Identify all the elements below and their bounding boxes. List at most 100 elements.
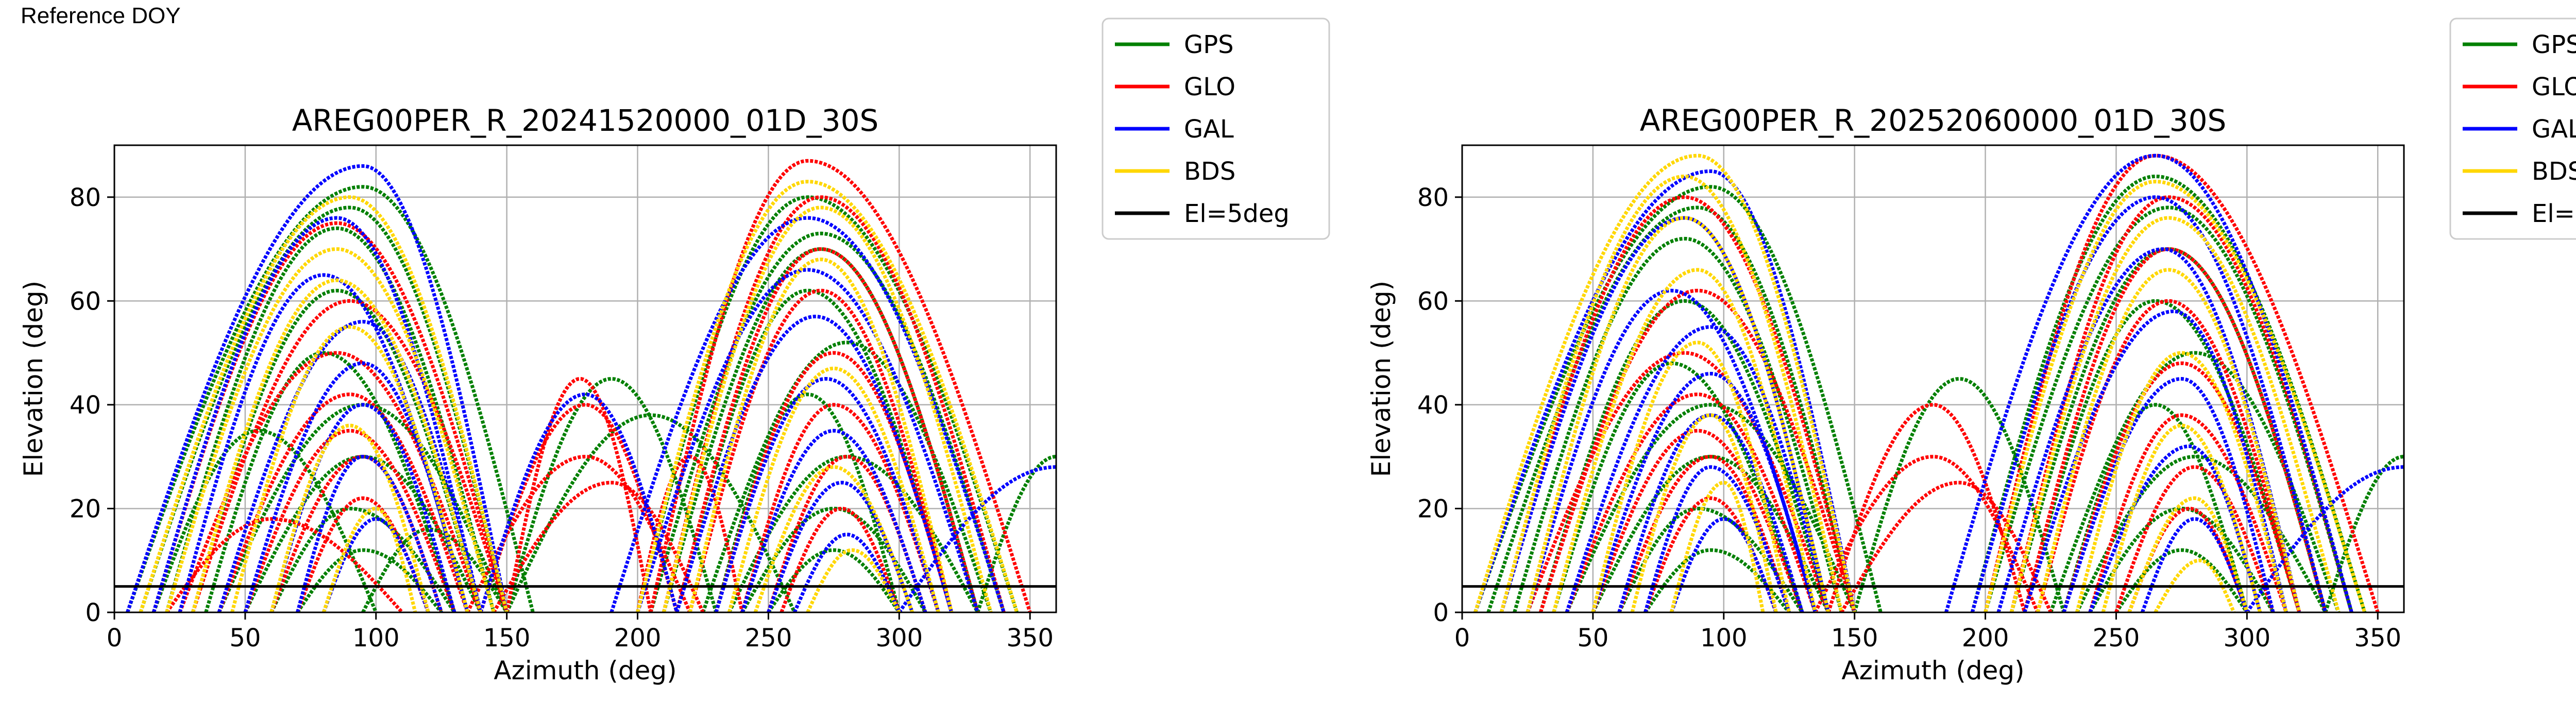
legend-label: BDS: [1184, 157, 1235, 186]
satellite-track: [139, 195, 509, 612]
x-tick-label: 300: [2224, 624, 2271, 653]
y-tick-label: 0: [85, 598, 101, 627]
reference-doy-label: Reference DOY: [21, 3, 181, 28]
satellite-track: [2036, 268, 2301, 612]
satellite-track: [126, 164, 509, 612]
satellite-track: [636, 268, 980, 612]
satellite-track: [897, 465, 1056, 612]
satellite-track: [1840, 481, 2053, 612]
satellite-track: [2062, 376, 2275, 612]
satellite-track: [662, 205, 993, 612]
satellite-track: [230, 325, 469, 612]
satellite-track: [636, 195, 1019, 612]
legend-label: GPS: [1184, 30, 1234, 59]
satellite-track: [269, 507, 456, 612]
satellite-track: [2127, 496, 2249, 612]
satellite-track: [740, 428, 927, 612]
satellite-track: [505, 376, 653, 612]
satellite-track: [217, 320, 483, 612]
legend-label: El=5deg: [2532, 199, 2576, 228]
x-tick-label: 250: [745, 624, 792, 653]
y-tick-label: 80: [70, 183, 101, 212]
series-gal: [1473, 153, 2404, 612]
x-axis-label: Azimuth (deg): [494, 656, 676, 685]
satellite-track: [675, 247, 980, 612]
satellite-track: [1499, 174, 1843, 612]
satellite-track: [2154, 558, 2236, 612]
x-tick-label: 350: [2354, 624, 2401, 653]
satellite-track: [1552, 361, 1804, 612]
legend: GPS GLO GAL BDS El=5deg: [2449, 18, 2576, 240]
satellite-track: [1565, 392, 1817, 612]
satellite-track: [1814, 455, 2040, 612]
satellite-track: [2075, 455, 2327, 612]
satellite-track: [636, 180, 1019, 612]
satellite-track: [492, 481, 705, 612]
satellite-track: [662, 195, 1006, 612]
satellite-track: [1970, 195, 2328, 612]
chart-1: 0 50 100 150 200 250 300 350 0 20 40 60 80 AREG00PER_…: [19, 18, 1330, 685]
x-tick-label: 250: [2093, 624, 2140, 653]
x-tick-label: 200: [1962, 624, 2009, 653]
x-tick-label: 50: [1577, 624, 1608, 653]
satellite-track: [1591, 372, 1817, 612]
satellite-track: [649, 159, 1032, 612]
series-bds: [1473, 153, 2367, 612]
satellite-track: [1591, 428, 1804, 612]
satellite-track: [1565, 325, 1831, 612]
satellite-track: [753, 465, 914, 612]
satellite-track: [1526, 216, 1831, 612]
satellite-track: [2114, 465, 2275, 612]
satellite-track: [2114, 548, 2249, 612]
satellite-track: [1473, 185, 1883, 612]
satellite-track: [1591, 340, 1791, 612]
satellite-track: [1538, 299, 1831, 612]
satellite-track: [151, 428, 378, 612]
y-tick-label: 20: [1417, 494, 1449, 523]
satellite-track: [1996, 247, 2301, 612]
y-tick-label: 60: [1417, 287, 1449, 316]
satellite-track: [1486, 205, 1857, 612]
satellite-track: [2023, 247, 2328, 612]
satellite-track: [1984, 180, 2367, 612]
satellite-track: [1473, 153, 1857, 612]
satellite-track: [296, 455, 444, 612]
x-axis-label: Azimuth (deg): [1841, 656, 2024, 685]
y-tick-label: 80: [1417, 183, 1449, 212]
y-tick-label: 40: [70, 391, 101, 420]
satellite-track: [2009, 216, 2341, 612]
satellite-track: [321, 507, 417, 612]
plot-area: [1473, 153, 2404, 612]
satellite-track: [792, 533, 901, 612]
legend-label: BDS: [2532, 157, 2576, 186]
legend: GPS GLO GAL BDS El=5deg: [1101, 18, 1330, 240]
legend-label: GLO: [2532, 73, 2576, 101]
plot-area: [126, 159, 1056, 612]
satellite-track: [688, 258, 954, 612]
chart-2: 0 50 100 150 200 250 300 350 0 20 40 60 80 AREG00PER_…: [1366, 18, 2576, 685]
x-tick-label: 50: [229, 624, 261, 653]
satellite-track: [1617, 413, 1804, 612]
y-tick-label: 20: [70, 494, 101, 523]
satellite-track: [1552, 268, 1817, 612]
satellite-track: [779, 507, 901, 612]
satellite-track: [2009, 195, 2353, 612]
legend-box: [1101, 18, 1330, 240]
legend-label: El=5deg: [1184, 199, 1290, 228]
axes-frame: [113, 144, 1057, 613]
y-tick-label: 40: [1417, 391, 1449, 420]
satellite-track: [178, 273, 469, 612]
satellite-track: [479, 392, 679, 612]
satellite-track: [1526, 351, 1831, 612]
satellite-track: [806, 548, 901, 612]
satellite-track: [701, 340, 993, 612]
satellite-track: [1669, 481, 1765, 612]
satellite-track: [767, 548, 901, 612]
satellite-track: [243, 428, 456, 612]
x-tick-label: 150: [1831, 624, 1878, 653]
satellite-track: [191, 278, 483, 612]
satellite-track: [165, 247, 496, 612]
satellite-track: [151, 216, 483, 612]
satellite-track: [1565, 403, 1856, 612]
satellite-track: [2062, 361, 2301, 612]
